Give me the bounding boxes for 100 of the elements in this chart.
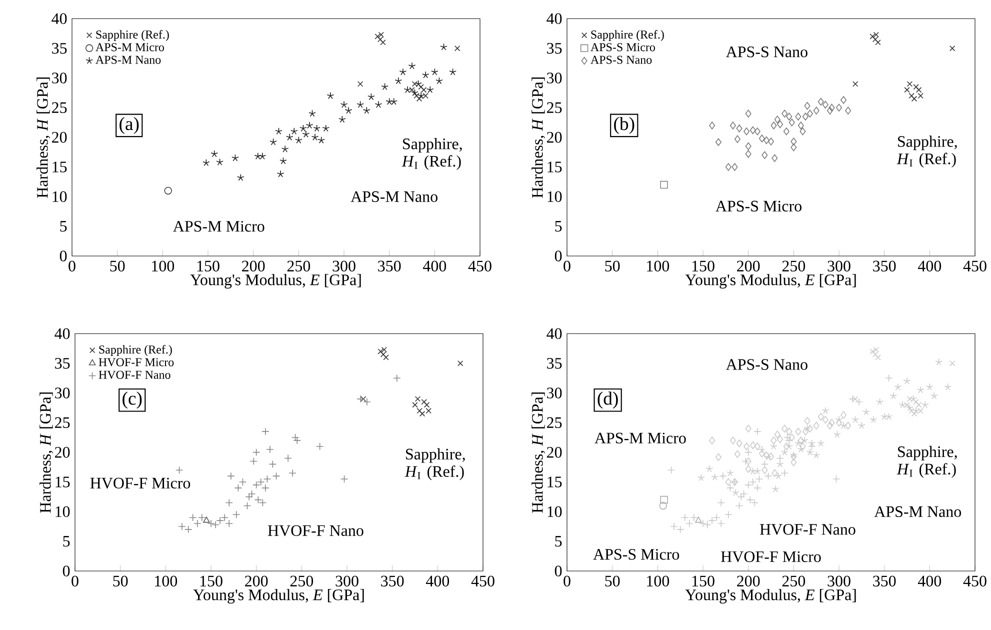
point bbox=[308, 110, 316, 117]
point bbox=[808, 440, 816, 447]
point bbox=[744, 128, 750, 136]
y-tick-label: 15 bbox=[548, 476, 562, 488]
point bbox=[890, 392, 898, 400]
point bbox=[876, 398, 884, 406]
point bbox=[409, 87, 415, 93]
point bbox=[736, 124, 742, 132]
point bbox=[378, 348, 384, 354]
y-tick-label: 40 bbox=[546, 13, 562, 24]
point bbox=[380, 40, 386, 46]
y-tick-label: 35 bbox=[52, 42, 67, 54]
point bbox=[430, 68, 438, 76]
point bbox=[832, 475, 840, 483]
legend-label: Sapphire (Ref.) bbox=[96, 30, 169, 42]
point bbox=[875, 354, 881, 360]
y-tick-label: 25 bbox=[547, 102, 562, 114]
point bbox=[862, 408, 870, 416]
x-tick-label: 350 bbox=[873, 576, 896, 586]
point bbox=[913, 399, 919, 405]
point bbox=[203, 516, 210, 523]
y-axis-title: Hardness, H [GPa] bbox=[532, 392, 546, 513]
point bbox=[311, 133, 319, 141]
y-tick-label: 10 bbox=[548, 506, 562, 518]
y-tick-label: 10 bbox=[52, 191, 67, 202]
point bbox=[763, 136, 770, 144]
point bbox=[374, 34, 380, 40]
point bbox=[855, 398, 863, 406]
point bbox=[788, 118, 795, 126]
point bbox=[318, 136, 326, 144]
point bbox=[906, 404, 914, 412]
point bbox=[378, 32, 384, 38]
point bbox=[852, 81, 858, 87]
annotation: APS-S Micro bbox=[593, 548, 680, 560]
y-tick-label: 5 bbox=[555, 221, 562, 232]
point bbox=[898, 400, 906, 408]
point bbox=[737, 492, 745, 501]
point bbox=[818, 98, 824, 106]
point bbox=[758, 134, 765, 142]
point bbox=[840, 422, 848, 429]
annotation: (d) bbox=[598, 392, 618, 409]
point bbox=[719, 472, 727, 480]
point bbox=[326, 92, 334, 99]
point bbox=[870, 416, 878, 423]
point bbox=[709, 436, 716, 444]
y-tick-label: 20 bbox=[547, 132, 562, 143]
point bbox=[870, 348, 876, 354]
point bbox=[715, 453, 722, 461]
legend-label: Sapphire (Ref.) bbox=[591, 30, 664, 42]
point bbox=[670, 522, 678, 530]
point bbox=[770, 436, 777, 444]
point bbox=[399, 68, 407, 76]
point bbox=[676, 526, 684, 534]
annotation: APS-M Micro bbox=[594, 432, 686, 444]
point bbox=[368, 93, 375, 100]
point bbox=[762, 151, 768, 159]
x-tick-label: 100 bbox=[647, 576, 670, 586]
x-tick-label: 100 bbox=[647, 260, 670, 272]
x-tick-label: 200 bbox=[737, 576, 760, 586]
point bbox=[916, 386, 924, 394]
point bbox=[276, 170, 284, 178]
y-tick-label: 30 bbox=[547, 72, 562, 84]
point bbox=[894, 383, 902, 390]
y-axis-title: Hardness, H [GPa] bbox=[36, 78, 50, 198]
y-tick-label: 25 bbox=[52, 102, 67, 114]
x-axis-title: Young's Modulus, E [GPa] bbox=[193, 588, 364, 604]
point bbox=[164, 186, 172, 195]
point bbox=[908, 92, 914, 99]
point bbox=[412, 81, 418, 87]
point bbox=[870, 34, 876, 40]
point bbox=[418, 84, 424, 90]
point bbox=[414, 92, 420, 99]
point bbox=[770, 442, 778, 450]
point bbox=[381, 83, 389, 90]
point bbox=[313, 124, 320, 132]
annotation: Sapphire, H$_{I}$ (Ref.) bbox=[404, 448, 465, 480]
point bbox=[806, 110, 813, 118]
point bbox=[873, 32, 880, 38]
point bbox=[911, 96, 918, 102]
point bbox=[735, 502, 744, 510]
point bbox=[726, 469, 734, 476]
point bbox=[440, 43, 448, 50]
point bbox=[697, 474, 705, 482]
x-tick-label: 350 bbox=[378, 260, 401, 272]
point bbox=[926, 383, 934, 390]
point bbox=[745, 142, 752, 150]
annotation: APS-M Nano bbox=[350, 191, 438, 202]
point bbox=[232, 154, 239, 162]
legend-label: HVOF-F Nano bbox=[98, 370, 170, 379]
x-tick-label: 400 bbox=[918, 576, 942, 586]
point bbox=[790, 451, 798, 458]
point bbox=[268, 460, 277, 468]
point bbox=[935, 358, 942, 366]
point bbox=[826, 422, 833, 430]
annotation: HVOF-F Nano bbox=[268, 525, 364, 536]
point bbox=[908, 408, 914, 414]
point bbox=[660, 180, 668, 189]
point bbox=[690, 514, 698, 522]
point bbox=[916, 87, 922, 93]
point bbox=[383, 354, 389, 360]
